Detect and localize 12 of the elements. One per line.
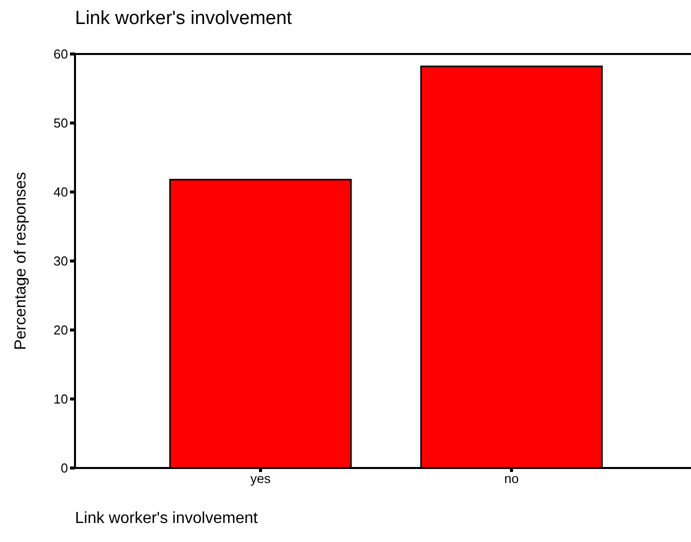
x-tick-label: no [504,471,519,486]
y-tick-label: 0 [60,460,68,476]
chart-title: Link worker's involvement [75,8,292,30]
y-tick-label: 30 [54,254,68,269]
x-tick-label: yes [250,471,272,486]
y-tick-label: 20 [54,322,68,338]
y-tick-label: 40 [54,184,68,200]
y-tick-label: 10 [54,392,68,407]
x-axis-title: Link worker's involvement [75,510,258,528]
y-axis-title: Percentage of responses [12,172,30,350]
y-tick-label: 60 [54,46,68,62]
y-tick-label: 50 [54,116,68,131]
